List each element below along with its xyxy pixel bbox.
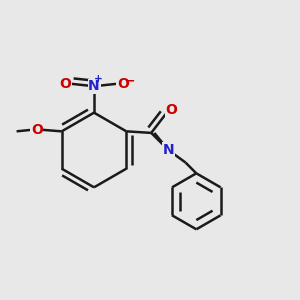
Text: O: O (31, 123, 43, 137)
Text: O: O (166, 103, 177, 117)
Text: O: O (59, 77, 71, 91)
Text: N: N (88, 79, 100, 93)
Text: O: O (117, 77, 129, 91)
Text: −: − (125, 74, 136, 87)
Text: N: N (163, 143, 174, 157)
Text: +: + (94, 74, 103, 84)
